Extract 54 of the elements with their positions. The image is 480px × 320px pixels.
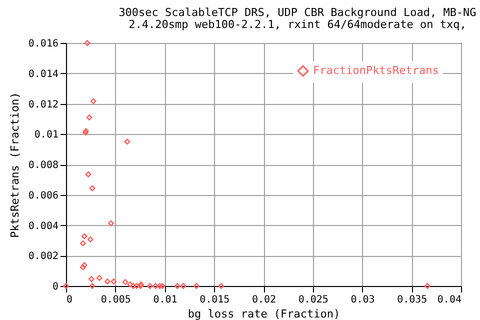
point xyxy=(63,283,69,289)
x-tick-label: 0.03 xyxy=(350,294,375,306)
y-tick-label: 0 xyxy=(52,282,58,292)
point xyxy=(81,262,88,268)
point xyxy=(193,283,200,289)
point xyxy=(156,283,163,289)
point xyxy=(89,283,96,289)
point xyxy=(146,283,153,289)
point xyxy=(104,278,110,284)
point xyxy=(218,283,224,289)
point xyxy=(152,283,159,289)
x-tick-label: 0.035 xyxy=(397,294,428,306)
point xyxy=(86,114,92,120)
point xyxy=(134,283,140,289)
y-tick-label: 0.004 xyxy=(28,220,58,232)
y-axis-title: PktsRetrans (Fraction) xyxy=(8,92,22,238)
point xyxy=(84,40,90,46)
y-tick-label: 0.012 xyxy=(28,99,58,110)
point xyxy=(108,220,114,226)
point xyxy=(424,283,430,289)
point xyxy=(81,233,88,240)
point xyxy=(89,185,96,192)
y-tick-label: 0.014 xyxy=(28,68,58,80)
x-axis-title: bg loss rate (Fraction) xyxy=(188,308,340,320)
chart-title: 300sec ScalableTCP DRS, UDP CBR Background Load, MB-NG xyxy=(118,6,476,19)
x-tick-label: 0.015 xyxy=(200,294,230,306)
point xyxy=(90,98,96,104)
point xyxy=(180,283,186,289)
point xyxy=(96,275,102,281)
y-tick-label: 0.01 xyxy=(34,130,58,141)
point xyxy=(87,236,94,242)
point xyxy=(80,240,86,246)
x-tick-label: 0 xyxy=(66,294,73,306)
x-tick-label: 0.005 xyxy=(100,294,131,306)
point xyxy=(127,282,134,288)
y-tick-label: 0.002 xyxy=(28,251,58,262)
point xyxy=(124,138,130,145)
point xyxy=(159,283,166,289)
x-tick-label: 0.01 xyxy=(153,294,178,306)
y-tick-label: 0.008 xyxy=(28,160,58,171)
chart-subtitle: 2.4.20smp web100-2.2.1, rxint 64/64moderate on txq, xyxy=(128,18,466,31)
point xyxy=(80,264,86,270)
legend-label: FractionPktsRetrans xyxy=(313,64,439,77)
y-tick-label: 0.016 xyxy=(28,38,58,50)
point xyxy=(110,278,117,284)
point xyxy=(122,279,128,285)
point xyxy=(88,276,94,282)
x-tick-label: 0.04 xyxy=(437,294,462,306)
x-tick-label: 0.025 xyxy=(298,294,328,306)
point xyxy=(85,171,92,178)
x-tick-label: 0.02 xyxy=(252,294,276,306)
point xyxy=(174,283,180,289)
y-tick-label: 0.006 xyxy=(28,190,58,202)
point xyxy=(130,283,136,289)
